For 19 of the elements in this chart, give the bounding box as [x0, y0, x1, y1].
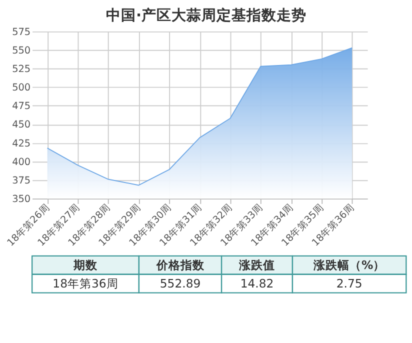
text: 2.75 [336, 276, 362, 290]
y-tick-label: 525 [12, 64, 31, 75]
chart-title: 中国·产区大蒜周定基指数走势 [106, 6, 307, 24]
text: 18年第36周 [52, 276, 118, 290]
text: 涨跌幅（%） [312, 258, 386, 272]
y-tick-label: 425 [12, 138, 31, 150]
y-tick-label: 350 [12, 194, 31, 205]
text: 552.89 [160, 276, 201, 290]
y-tick-label: 475 [12, 101, 31, 112]
text: 涨跌值 [238, 258, 276, 272]
text: 价格指数 [155, 258, 206, 272]
y-tick-label: 375 [12, 175, 31, 186]
text: 期数 [72, 258, 99, 272]
y-tick-label: 450 [12, 120, 31, 131]
y-tick-label: 500 [12, 82, 31, 94]
y-tick-label: 575 [12, 26, 31, 38]
text: 14.82 [240, 276, 274, 290]
y-tick-label: 400 [12, 156, 31, 168]
y-tick-label: 550 [12, 45, 31, 56]
